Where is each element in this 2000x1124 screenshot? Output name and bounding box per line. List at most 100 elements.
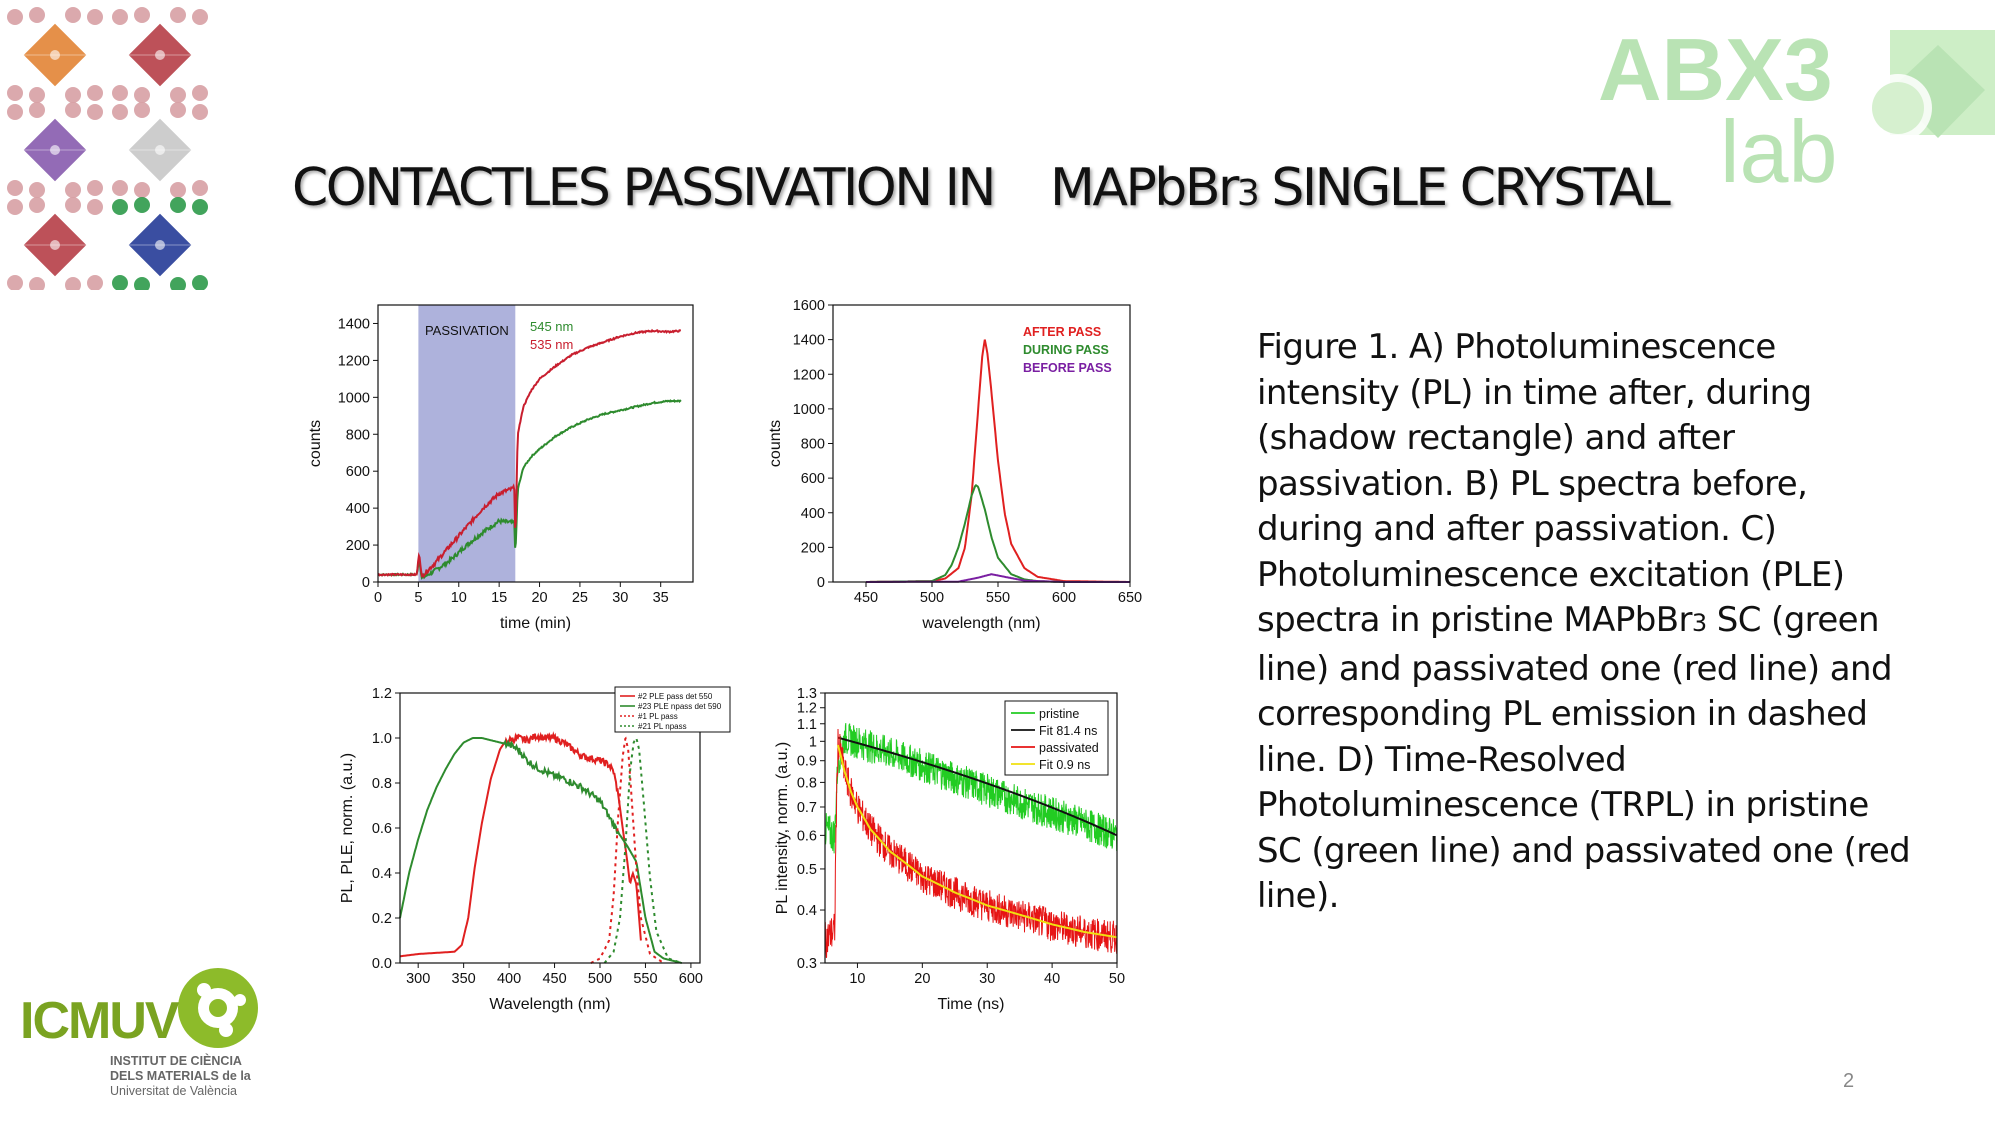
central-atom [155, 145, 165, 155]
halide-atom [87, 180, 103, 196]
y-tick-label: 800 [346, 427, 370, 443]
halide-atom [192, 199, 208, 215]
y-tick-label: 1.3 [797, 686, 817, 702]
icmuv-logo: ICMUV INSTITUT DE CIÈNCIA DELS MATERIALS… [20, 968, 258, 1098]
x-tick-label: 10 [451, 590, 467, 606]
y-tick-label: 0.2 [372, 911, 392, 927]
crystal-octahedron [112, 7, 208, 103]
halide-atom [112, 85, 128, 101]
y-tick-label: 0.4 [797, 903, 817, 919]
halide-atom [170, 182, 186, 198]
plot-area [866, 339, 1130, 583]
legend-c-entry: #2 PLE pass det 550 [638, 692, 713, 701]
halide-atom [134, 197, 150, 213]
legend-d: pristine Fit 81.4 ns passivated Fit 0.9 ns [1004, 700, 1109, 776]
halide-atom [7, 85, 23, 101]
y-tick-label: 1400 [338, 316, 370, 332]
chart-c-ple-spectra: 300 350 400 450 500 550 600 0.0 0.2 0.4 0.6 0.8 1.0 1… [340, 686, 731, 1013]
series-line-1 [837, 736, 1118, 837]
halide-atom [7, 104, 23, 120]
y-tick-label: 0.8 [372, 776, 392, 792]
x-tick-label: 300 [406, 971, 430, 987]
halide-atom [65, 87, 81, 103]
abx3-lab-logo: ABX3 lab [1598, 20, 1995, 195]
central-atom [50, 240, 60, 250]
x-tick-label: 0 [374, 590, 382, 606]
legend-entry-535nm: 535 nm [530, 337, 573, 352]
y-axis-label: PL intensity, norm. (a.u.) [774, 742, 791, 915]
y-tick-label: 200 [801, 540, 825, 556]
title-subscript: 3 [1236, 173, 1260, 214]
series-line-1 [399, 737, 683, 964]
legend-c-box [614, 686, 731, 733]
halide-atom [112, 180, 128, 196]
icmuv-line-1: INSTITUT DE CIÈNCIA [110, 1053, 242, 1068]
legend-d-entry: Fit 0.9 ns [1039, 758, 1090, 772]
y-tick-label: 0.8 [797, 775, 817, 791]
abx3-logo-text: ABX3 [1598, 20, 1833, 119]
series-line-2 [590, 736, 665, 964]
central-atom [50, 145, 60, 155]
halide-atom [29, 7, 45, 23]
x-tick-label: 500 [920, 590, 944, 606]
y-tick-label: 1 [809, 734, 817, 750]
halide-atom [192, 180, 208, 196]
x-axis-label: time (min) [500, 615, 571, 632]
halide-atom [134, 87, 150, 103]
y-tick-label: 400 [346, 501, 370, 517]
halide-atom [170, 7, 186, 23]
chart-a-pl-time: PASSIVATION 0 5 10 15 20 25 30 35 0 200 400 600 800 10… [307, 304, 694, 632]
halide-atom [112, 199, 128, 215]
y-tick-label: 0.9 [797, 754, 817, 770]
halide-atom [65, 197, 81, 213]
icmuv-line-3: Universitat de València [110, 1084, 237, 1098]
y-tick-label: 1600 [793, 298, 825, 314]
caption-text-2: SC (green line) and passivated one (red … [1257, 600, 1911, 916]
y-tick-label: 1.1 [797, 717, 817, 733]
y-tick-label: 1000 [338, 390, 370, 406]
y-tick-label: 1200 [338, 353, 370, 369]
series-line-0 [399, 731, 642, 958]
crystal-structures-image [7, 7, 208, 290]
x-tick-label: 15 [491, 590, 507, 606]
plot-area: PASSIVATION [377, 305, 682, 582]
x-tick-label: 30 [979, 971, 995, 987]
halide-atom [29, 102, 45, 118]
series-line-0 [377, 399, 682, 580]
halide-atom [134, 102, 150, 118]
y-tick-label: 400 [801, 506, 825, 522]
caption-text-1: Figure 1. A) Photoluminescence intensity… [1257, 327, 1845, 640]
y-tick-label: 0.3 [797, 956, 817, 972]
legend-d-entry: Fit 81.4 ns [1039, 724, 1097, 738]
legend-c-entry: #21 PL npass [638, 722, 687, 731]
series-line-1 [377, 328, 681, 579]
legend-d-entry: pristine [1039, 707, 1079, 721]
y-axis-label: counts [767, 420, 784, 467]
x-tick-label: 10 [849, 971, 865, 987]
legend-c-entry: #1 PL pass [638, 712, 678, 721]
legend-d-entry: passivated [1039, 741, 1099, 755]
y-tick-label: 0.6 [372, 821, 392, 837]
y-axis-label: counts [307, 420, 324, 467]
halide-atom [192, 104, 208, 120]
x-tick-label: 5 [414, 590, 422, 606]
halide-atom [65, 277, 81, 290]
y-tick-label: 1.2 [372, 686, 392, 702]
halide-atom [170, 87, 186, 103]
halide-atom [87, 104, 103, 120]
x-axis-label: Wavelength (nm) [489, 996, 610, 1013]
x-tick-label: 20 [914, 971, 930, 987]
x-tick-label: 600 [1052, 590, 1076, 606]
halide-atom [7, 275, 23, 290]
y-tick-label: 1200 [793, 367, 825, 383]
halide-atom [112, 9, 128, 25]
crystal-octahedron [112, 197, 208, 290]
y-tick-label: 0.6 [797, 828, 817, 844]
central-atom [155, 50, 165, 60]
y-tick-label: 200 [346, 538, 370, 554]
x-tick-label: 40 [1044, 971, 1060, 987]
title-part-c: SINGLE CRYSTAL [1271, 158, 1671, 218]
halide-atom [192, 9, 208, 25]
halide-atom [29, 87, 45, 103]
central-atom [155, 240, 165, 250]
